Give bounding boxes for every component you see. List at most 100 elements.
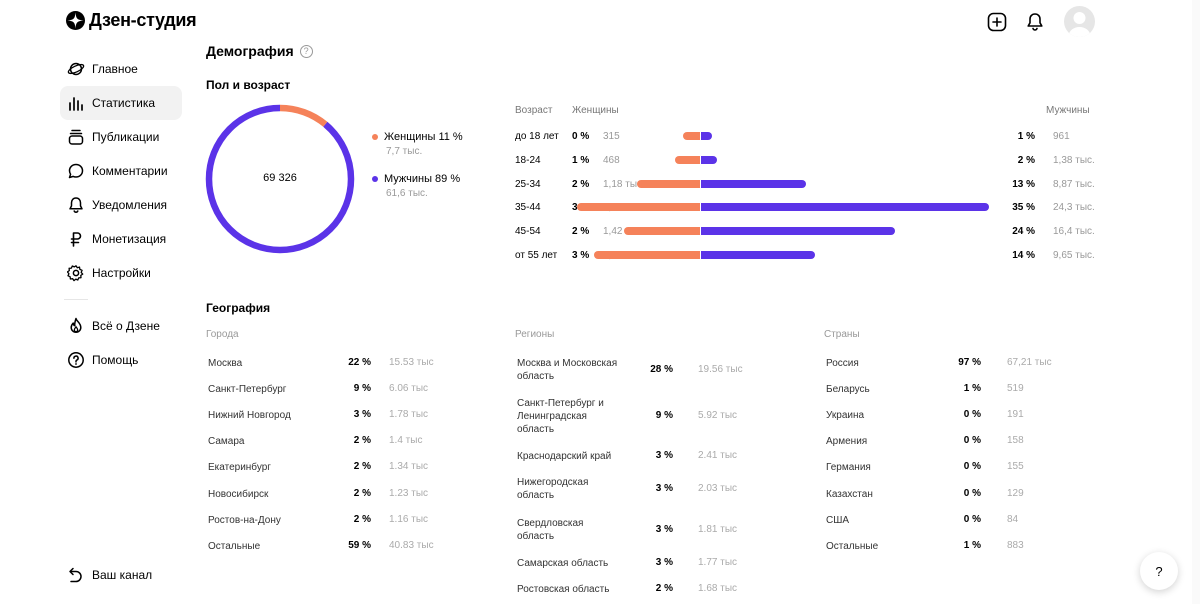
- sidebar-item-statistics[interactable]: Статистика: [60, 86, 182, 120]
- geo-percent: 9 %: [655, 410, 673, 421]
- question-icon[interactable]: ?: [299, 44, 313, 58]
- age-bar-men: [701, 227, 896, 235]
- age-label: от 55 лет: [515, 250, 558, 261]
- geo-percent: 3 %: [655, 557, 673, 568]
- legend-label-men: Мужчины 89 %: [384, 173, 461, 185]
- geo-percent: 0 %: [963, 435, 981, 446]
- geo-name: Екатеринбург: [208, 462, 271, 473]
- age-row: 18-24 1 % 468 2 % 1,38 тыс.: [515, 155, 1095, 179]
- geo-name: Москва и Московская область: [517, 358, 618, 382]
- gender-legend: Женщины 11 % 7,7 тыс. Мужчины 89 % 61,6 …: [372, 131, 463, 215]
- sidebar-item-comments[interactable]: Комментарии: [60, 154, 182, 188]
- men-percent: 13 %: [1012, 179, 1035, 190]
- men-header: Мужчины: [1046, 105, 1090, 116]
- header-actions: [986, 6, 1095, 37]
- notifications-button[interactable]: [1024, 11, 1046, 33]
- sidebar-item-settings[interactable]: Настройки: [60, 256, 182, 290]
- geo-count: 19.56 тыс: [698, 363, 743, 375]
- geo-count: 1.4 тыс: [389, 435, 423, 446]
- age-label: до 18 лет: [515, 131, 559, 142]
- help-icon: [67, 351, 85, 369]
- geo-percent: 3 %: [353, 409, 371, 420]
- cities-header: Города: [206, 329, 239, 340]
- geo-percent: 0 %: [963, 409, 981, 420]
- geo-count: 5.92 тыс: [698, 410, 738, 421]
- geo-count: 1.78 тыс: [389, 409, 429, 420]
- page-title: Демография: [206, 43, 294, 59]
- geo-percent: 1 %: [963, 540, 981, 551]
- create-button[interactable]: [986, 11, 1008, 33]
- sidebar-item-your-channel[interactable]: Ваш канал: [60, 558, 152, 592]
- geo-percent: 2 %: [353, 514, 371, 525]
- geo-name: Свердловская область: [517, 518, 584, 542]
- geo-percent: 2 %: [353, 461, 371, 472]
- geo-count: 1.16 тыс: [389, 514, 429, 525]
- sidebar-item-notifications[interactable]: Уведомления: [60, 188, 182, 222]
- geo-count: 158: [1007, 435, 1024, 446]
- sidebar-item-about-zen[interactable]: Всё о Дзене: [60, 309, 182, 343]
- zen-logo-icon: [66, 11, 85, 30]
- geo-count: 67,21 тыс: [1007, 357, 1052, 368]
- ruble-icon: [67, 230, 85, 248]
- legend-count-men: 61,6 тыс.: [386, 188, 428, 199]
- page-title-row: Демография ?: [206, 43, 313, 59]
- sidebar-item-publications[interactable]: Публикации: [60, 120, 182, 154]
- sidebar-item-monetization[interactable]: Монетизация: [60, 222, 182, 256]
- women-count: 1,18 тыс.: [603, 179, 645, 190]
- geo-name: Нижегородская область: [517, 477, 589, 501]
- geo-name: США: [826, 515, 850, 526]
- plus-square-icon: [987, 12, 1007, 31]
- geo-name: Германия: [826, 462, 871, 473]
- sidebar-item-label: Помощь: [92, 353, 139, 367]
- women-percent: 2 %: [572, 179, 590, 190]
- sidebar: Главное Статистика Публикации Комментари…: [60, 52, 182, 377]
- geo-percent: 59 %: [348, 540, 371, 551]
- geo-percent: 0 %: [963, 514, 981, 525]
- geo-name: Армения: [826, 436, 868, 447]
- geo-percent: 9 %: [353, 383, 371, 394]
- age-bar-women: [675, 156, 700, 164]
- section-title-gender-age: Пол и возраст: [206, 78, 291, 92]
- age-label: 18-24: [515, 155, 541, 166]
- age-bar-men: [701, 180, 807, 188]
- section-title-geography: География: [206, 301, 271, 315]
- scrollbar[interactable]: [1192, 0, 1200, 604]
- age-bar-women: [637, 180, 700, 188]
- geo-name: Остальные: [826, 541, 879, 552]
- age-row: 35-443 %2,31 тыс.35 %24,3 тыс.: [515, 202, 1095, 226]
- geo-count: 883: [1007, 540, 1024, 551]
- sidebar-item-label: Монетизация: [92, 232, 167, 246]
- geo-count: 84: [1007, 514, 1019, 525]
- logo[interactable]: Дзен-студия: [66, 10, 197, 31]
- men-count: 24,3 тыс.: [1053, 202, 1095, 213]
- men-count: 9,65 тыс.: [1053, 250, 1095, 261]
- geo-name: Самара: [208, 436, 245, 447]
- flame-icon: [67, 317, 85, 335]
- geo-count: 1.23 тыс: [389, 488, 429, 499]
- geo-name: Нижний Новгород: [208, 410, 291, 421]
- logo-text: Дзен-студия: [89, 10, 197, 30]
- women-percent: 1 %: [572, 155, 590, 166]
- sidebar-item-main[interactable]: Главное: [60, 52, 182, 86]
- avatar[interactable]: [1064, 6, 1095, 37]
- geo-count: 1.34 тыс: [389, 461, 429, 472]
- geo-count: 155: [1007, 461, 1024, 472]
- geo-percent: 2 %: [353, 435, 371, 446]
- sidebar-item-help[interactable]: Помощь: [60, 343, 182, 377]
- women-count: 315: [603, 131, 620, 142]
- geo-name: Ростовская область: [517, 584, 610, 595]
- gear-icon: [67, 264, 85, 282]
- geo-count: 191: [1007, 409, 1024, 420]
- sidebar-item-label: Публикации: [92, 130, 160, 144]
- help-button[interactable]: ?: [1140, 552, 1178, 590]
- geo-name: Новосибирск: [208, 489, 269, 500]
- geo-percent: 97 %: [958, 357, 981, 368]
- legend-count-women: 7,7 тыс.: [386, 146, 423, 157]
- bar-chart-icon: [67, 94, 85, 112]
- age-label: 25-34: [515, 179, 541, 190]
- women-count: 468: [603, 155, 620, 166]
- geo-percent: 2 %: [353, 488, 371, 499]
- legend-dot-men: [372, 176, 378, 182]
- age-row: 45-54 2 % 1,42 тыс. 24 % 16,4 тыс.: [515, 226, 1095, 250]
